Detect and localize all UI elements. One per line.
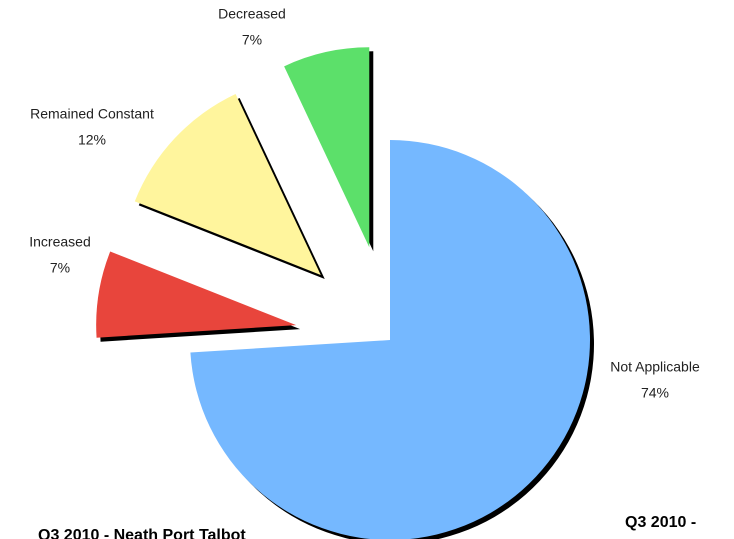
annotation: Q3 2010 - Neath Port Talbot (38, 527, 246, 539)
slice (96, 251, 297, 338)
slice-label: Decreased (218, 6, 286, 22)
slice-value-label: 12% (78, 132, 106, 148)
slice-label: Not Applicable (610, 359, 700, 375)
pie (96, 47, 594, 539)
slice (190, 140, 590, 539)
slice (134, 94, 321, 275)
slice-value-label: 7% (242, 32, 262, 48)
slice-value-label: 7% (50, 260, 70, 276)
annotation: Q3 2010 - (625, 514, 696, 531)
slice (284, 47, 370, 248)
slice-label: Increased (29, 234, 90, 250)
slice-value-label: 74% (641, 385, 669, 401)
slice-label: Remained Constant (30, 106, 154, 122)
